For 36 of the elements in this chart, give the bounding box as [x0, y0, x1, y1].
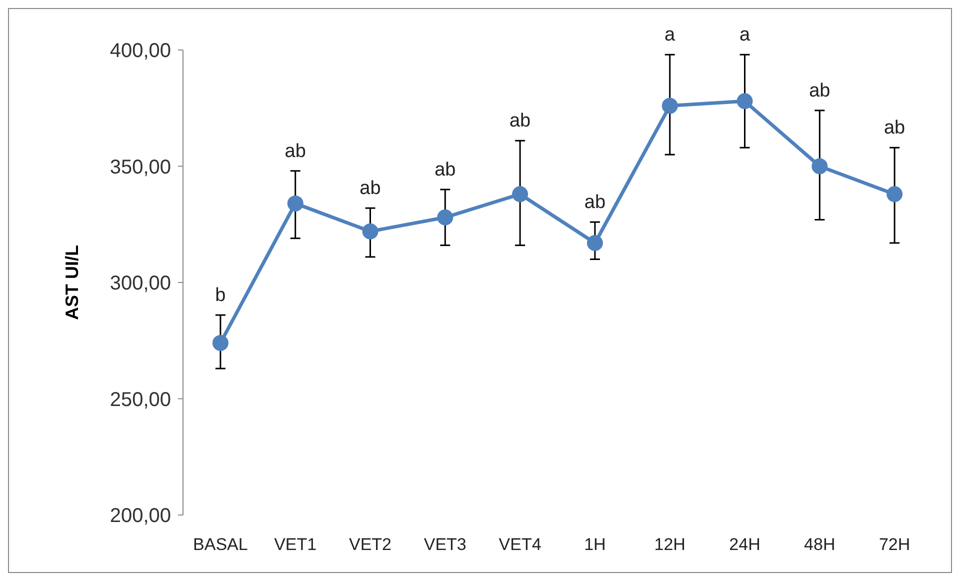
x-tick-label: VET4	[498, 535, 542, 554]
annotation: a	[664, 24, 676, 46]
x-tick-label: 72H	[878, 535, 910, 554]
x-tick-label: VET1	[274, 535, 317, 554]
annotation: ab	[360, 178, 381, 200]
point	[212, 334, 228, 351]
annotation: ab	[584, 192, 606, 214]
annotation: a	[739, 24, 750, 46]
point	[812, 158, 828, 174]
point	[662, 98, 678, 114]
annotation: ab	[509, 110, 531, 132]
point	[736, 93, 753, 110]
x-tick-label: BASAL	[193, 535, 248, 554]
y-tick-label: 300,00	[110, 272, 171, 294]
annotation: ab	[809, 80, 830, 102]
point	[437, 209, 454, 226]
y-tick-label: 350,00	[110, 156, 171, 178]
y-tick-label: 250,00	[110, 388, 171, 411]
x-tick-label: 12H	[654, 535, 686, 554]
point	[287, 195, 304, 212]
x-tick-label: 1H	[584, 535, 606, 554]
point	[362, 223, 378, 240]
annotation: ab	[884, 118, 906, 139]
point	[512, 186, 528, 202]
y-tick-label: 200,00	[110, 505, 171, 527]
x-tick-label: VET3	[424, 535, 466, 554]
point	[886, 186, 903, 202]
y-tick-label: 400,00	[110, 40, 171, 62]
x-tick-label: VET2	[348, 535, 392, 554]
x-tick-label: 48H	[804, 535, 836, 554]
annotation: ab	[434, 160, 456, 180]
point	[586, 234, 603, 251]
x-tick-label: 24H	[729, 535, 760, 554]
annotation: ab	[284, 140, 306, 162]
y-axis-title: AST UI/L	[62, 245, 82, 320]
annotation: b	[215, 285, 226, 306]
